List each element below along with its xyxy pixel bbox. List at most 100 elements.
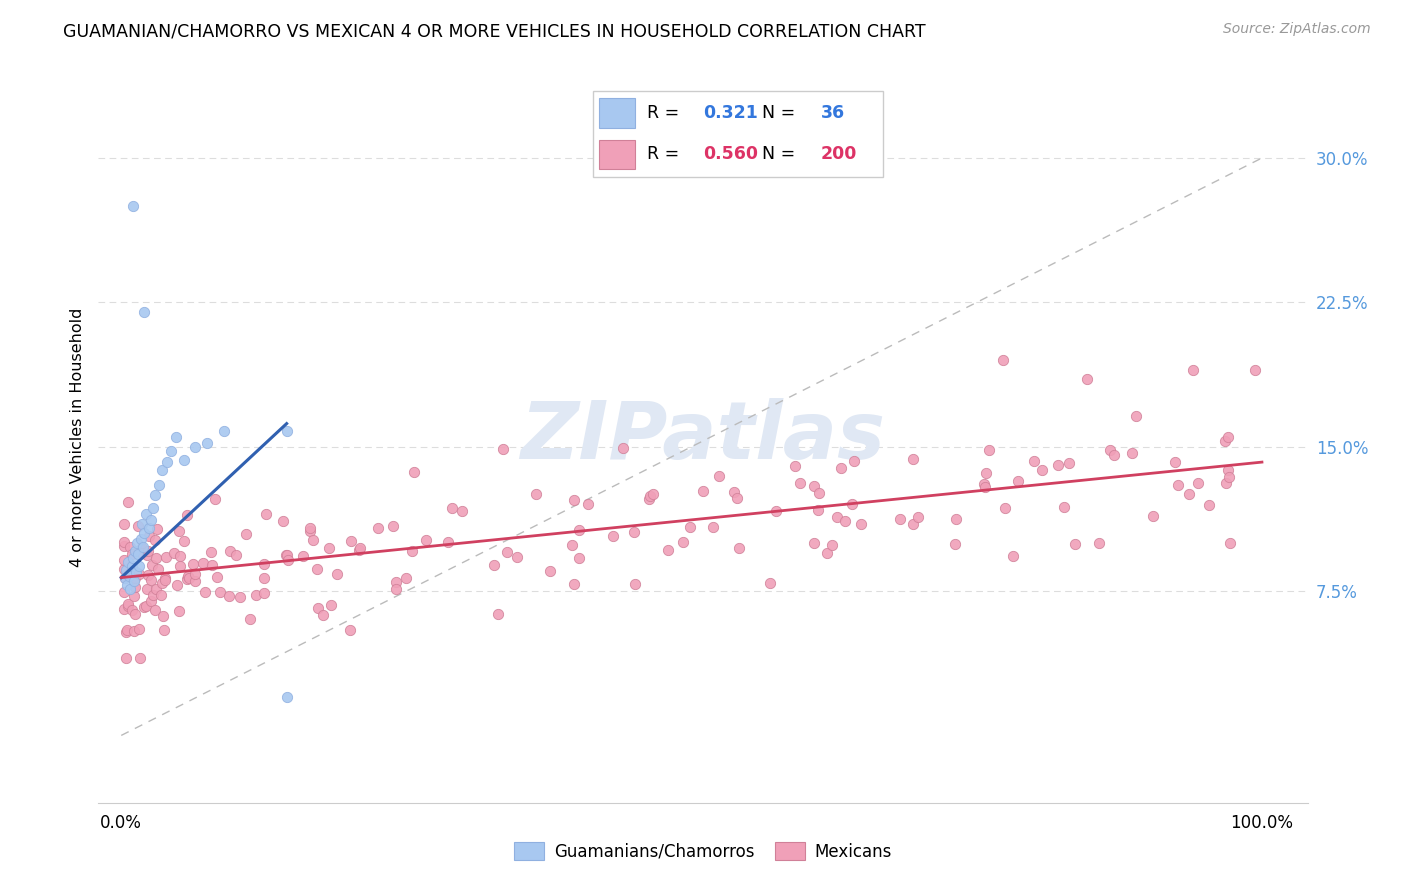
Point (150, 463, 173, 477)
Point (127, 536, 149, 550)
Text: 0.560: 0.560 (703, 145, 758, 163)
Point (623, 525, 645, 540)
Point (122, 574, 145, 589)
Point (974, 466, 997, 480)
Point (245, 588, 267, 602)
Point (679, 520, 702, 534)
Point (298, 521, 321, 535)
Point (173, 453, 195, 467)
Point (117, 597, 139, 611)
Text: R =: R = (647, 103, 685, 122)
Point (451, 504, 474, 518)
Point (176, 572, 198, 586)
Y-axis label: 4 or more Vehicles in Household: 4 or more Vehicles in Household (70, 308, 86, 566)
Point (183, 574, 205, 588)
Point (276, 690, 298, 704)
Text: ZIPatlas: ZIPatlas (520, 398, 886, 476)
Point (825, 510, 848, 524)
Point (901, 516, 924, 531)
Point (165, 430, 187, 444)
Text: 200: 200 (821, 145, 858, 163)
Point (155, 549, 177, 564)
Point (135, 599, 157, 614)
Point (139, 573, 162, 587)
Point (1167, 478, 1189, 492)
Point (889, 512, 911, 526)
Point (1142, 509, 1164, 524)
FancyBboxPatch shape (599, 98, 636, 128)
Point (707, 468, 730, 483)
Point (1213, 434, 1236, 448)
Point (209, 585, 232, 599)
Point (643, 487, 665, 501)
Point (271, 514, 294, 528)
Point (1219, 536, 1241, 550)
Point (138, 529, 160, 543)
Point (138, 520, 160, 534)
Point (821, 538, 844, 552)
Point (505, 549, 527, 564)
Point (127, 548, 149, 562)
Point (120, 582, 142, 596)
Point (121, 551, 143, 566)
Point (132, 526, 155, 541)
Point (143, 603, 166, 617)
Point (496, 545, 519, 559)
Point (349, 541, 371, 555)
Point (538, 564, 561, 578)
Text: GUAMANIAN/CHAMORRO VS MEXICAN 4 OR MORE VEHICLES IN HOUSEHOLD CORRELATION CHART: GUAMANIAN/CHAMORRO VS MEXICAN 4 OR MORE … (63, 22, 927, 40)
Point (115, 578, 138, 592)
Text: R =: R = (647, 145, 685, 163)
Point (482, 558, 505, 572)
Point (145, 582, 167, 596)
Point (124, 581, 146, 595)
Point (128, 651, 150, 665)
Point (298, 524, 321, 538)
Point (339, 623, 361, 637)
Point (218, 589, 240, 603)
Point (118, 540, 141, 554)
Point (311, 607, 333, 622)
Point (177, 569, 200, 583)
Point (638, 490, 661, 504)
Point (218, 544, 240, 558)
Point (276, 425, 298, 439)
FancyBboxPatch shape (599, 140, 636, 169)
Point (568, 523, 591, 537)
Point (765, 504, 787, 518)
Point (163, 546, 186, 560)
Point (307, 601, 329, 615)
Point (276, 549, 298, 563)
Point (725, 491, 748, 505)
Point (623, 577, 645, 591)
Text: N =: N = (762, 103, 800, 122)
Text: N =: N = (762, 145, 800, 163)
Point (1177, 487, 1199, 501)
Point (907, 510, 929, 524)
Point (993, 353, 1015, 368)
Point (117, 599, 139, 613)
Point (128, 567, 150, 582)
Point (142, 501, 165, 516)
Point (945, 512, 967, 526)
Point (1164, 455, 1187, 469)
FancyBboxPatch shape (593, 91, 883, 177)
Point (229, 590, 252, 604)
Point (139, 594, 162, 608)
Point (112, 602, 135, 616)
Point (437, 534, 460, 549)
Text: 0.321: 0.321 (703, 103, 758, 122)
Point (112, 534, 135, 549)
Point (141, 558, 163, 573)
Point (1057, 456, 1080, 470)
Point (803, 536, 825, 550)
Point (112, 539, 135, 553)
Point (1244, 362, 1267, 376)
Point (349, 542, 371, 557)
Point (1053, 500, 1076, 515)
Point (143, 533, 166, 548)
Point (114, 571, 136, 585)
Point (274, 548, 297, 562)
Point (974, 480, 997, 494)
Point (1218, 470, 1240, 484)
